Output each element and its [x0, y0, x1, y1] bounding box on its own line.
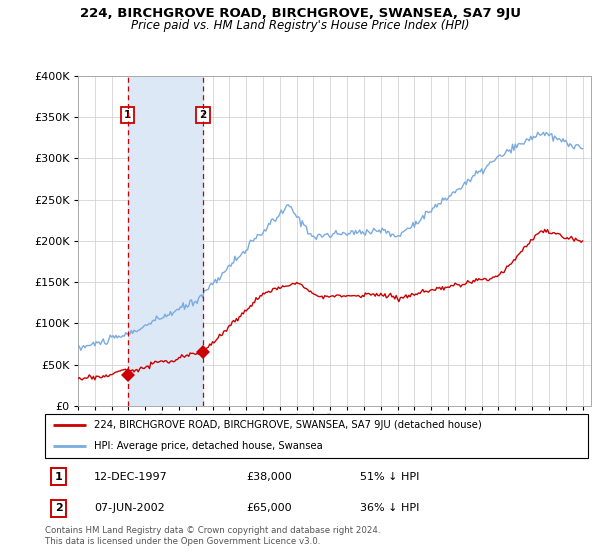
- Text: 2: 2: [55, 503, 62, 513]
- Text: Contains HM Land Registry data © Crown copyright and database right 2024.
This d: Contains HM Land Registry data © Crown c…: [45, 526, 380, 546]
- Text: £65,000: £65,000: [246, 503, 292, 513]
- Text: £38,000: £38,000: [246, 472, 292, 482]
- Text: 12-DEC-1997: 12-DEC-1997: [94, 472, 167, 482]
- Text: Price paid vs. HM Land Registry's House Price Index (HPI): Price paid vs. HM Land Registry's House …: [131, 19, 469, 32]
- Text: 2: 2: [200, 110, 207, 120]
- Bar: [128, 76, 203, 406]
- Text: 224, BIRCHGROVE ROAD, BIRCHGROVE, SWANSEA, SA7 9JU: 224, BIRCHGROVE ROAD, BIRCHGROVE, SWANSE…: [79, 7, 521, 20]
- Text: HPI: Average price, detached house, Swansea: HPI: Average price, detached house, Swan…: [94, 441, 323, 451]
- Text: 51% ↓ HPI: 51% ↓ HPI: [360, 472, 419, 482]
- Text: 224, BIRCHGROVE ROAD, BIRCHGROVE, SWANSEA, SA7 9JU (detached house): 224, BIRCHGROVE ROAD, BIRCHGROVE, SWANSE…: [94, 420, 482, 430]
- Text: 36% ↓ HPI: 36% ↓ HPI: [360, 503, 419, 513]
- Text: 07-JUN-2002: 07-JUN-2002: [94, 503, 164, 513]
- FancyBboxPatch shape: [45, 414, 588, 458]
- Text: 1: 1: [124, 110, 131, 120]
- Text: 1: 1: [55, 472, 62, 482]
